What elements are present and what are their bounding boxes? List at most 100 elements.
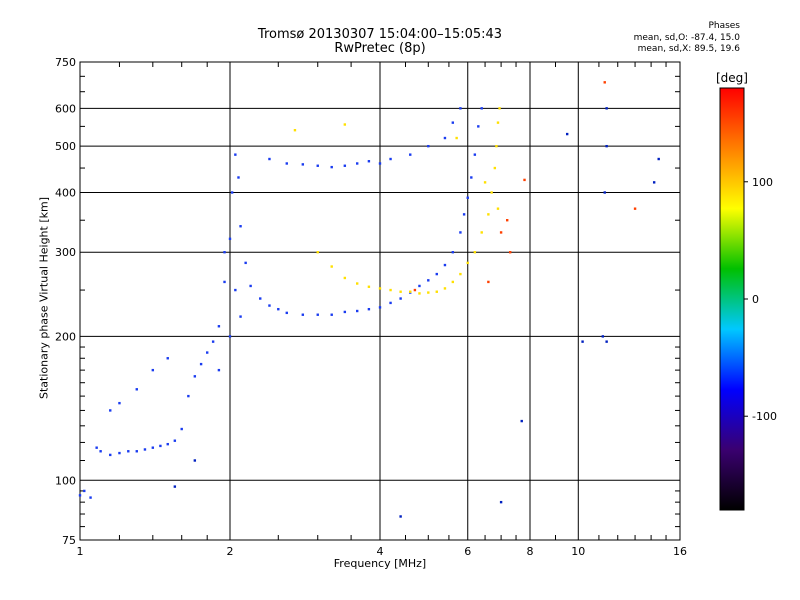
x-tick-label: 2 — [227, 545, 234, 558]
data-point-o — [451, 251, 455, 254]
data-point-other — [505, 219, 509, 222]
data-point-o — [166, 357, 169, 360]
data-point-o — [462, 213, 466, 216]
data-point-o — [234, 288, 237, 292]
data-point-x — [490, 191, 493, 194]
data-point-o — [187, 394, 190, 398]
data-point-o — [205, 351, 209, 354]
data-point-other — [413, 288, 417, 292]
data-point-x — [496, 121, 500, 124]
data-point-o — [399, 297, 402, 300]
data-point-o — [95, 446, 98, 449]
data-point-x — [455, 136, 458, 140]
y-tick-label: 100 — [55, 474, 76, 487]
data-point-o — [435, 272, 438, 276]
chart-title: Tromsø 20130307 15:04:00–15:05:43 — [257, 27, 503, 42]
data-point-o — [355, 309, 359, 313]
data-point-noise — [399, 515, 402, 518]
data-point-o — [217, 325, 221, 328]
data-point-o — [316, 164, 319, 167]
data-point-o — [193, 375, 197, 378]
data-point-o — [427, 144, 430, 148]
colorbar — [719, 87, 745, 511]
data-point-o — [301, 313, 305, 316]
x-tick-label: 6 — [464, 545, 471, 558]
data-point-x — [418, 292, 421, 295]
data-point-o — [330, 313, 333, 316]
data-point-x — [399, 290, 402, 293]
x-tick-label: 8 — [527, 545, 534, 558]
data-point-o — [199, 362, 203, 366]
data-point-o — [466, 196, 469, 199]
data-point-o — [89, 496, 92, 499]
data-point-o — [470, 176, 473, 179]
data-point-o — [330, 165, 333, 169]
data-point-o — [228, 237, 232, 241]
x-tick-label: 1 — [77, 545, 84, 558]
data-point-o — [180, 427, 183, 431]
data-point-o — [451, 121, 455, 124]
data-point-x — [483, 181, 487, 184]
data-point-o — [118, 451, 121, 455]
data-point-x — [427, 291, 430, 294]
y-tick-label: 400 — [55, 186, 76, 199]
data-point-o — [237, 176, 240, 179]
data-point-noise — [652, 181, 656, 184]
data-point-o — [378, 162, 382, 165]
phases-title: Phases — [708, 21, 740, 31]
data-point-noise — [581, 340, 584, 343]
data-point-o — [159, 444, 162, 448]
data-point-o — [230, 191, 234, 194]
data-point-x — [473, 251, 477, 254]
data-point-o — [277, 307, 280, 311]
data-point-noise — [193, 459, 197, 462]
data-point-o — [355, 162, 359, 165]
x-tick-label: 10 — [571, 545, 585, 558]
data-point-o — [217, 368, 221, 372]
data-point-o — [228, 335, 232, 338]
data-point-x — [493, 166, 497, 170]
data-point-o — [459, 107, 462, 110]
data-point-o — [285, 311, 288, 315]
data-point-x — [466, 261, 469, 265]
data-point-o — [343, 164, 347, 167]
data-point-noise — [565, 132, 569, 136]
data-point-x — [409, 290, 412, 293]
data-point-o — [118, 401, 121, 405]
data-point-noise — [173, 485, 177, 488]
data-point-o — [127, 450, 130, 453]
data-point-o — [234, 153, 237, 156]
data-point-o — [109, 409, 112, 412]
data-point-x — [495, 144, 498, 148]
data-point-o — [151, 446, 155, 449]
colorbar-tick-label: 0 — [752, 293, 759, 306]
data-point-o — [151, 368, 155, 372]
data-point-o — [143, 448, 147, 451]
data-point-x — [498, 107, 501, 110]
data-point-x — [451, 280, 455, 284]
data-point-noise — [499, 500, 503, 504]
data-point-other — [487, 280, 490, 284]
data-point-o — [477, 125, 480, 128]
data-point-o — [223, 251, 226, 254]
data-point-noise — [601, 335, 605, 338]
data-point-o — [378, 306, 382, 309]
y-tick-label: 300 — [55, 246, 76, 259]
data-point-x — [443, 287, 447, 290]
data-point-o — [83, 489, 86, 493]
data-point-o — [135, 450, 138, 453]
data-point-noise — [605, 107, 608, 110]
data-point-x — [293, 128, 297, 132]
data-point-o — [249, 284, 252, 288]
data-point-other — [523, 178, 526, 182]
data-point-x — [389, 288, 392, 292]
data-point-x — [355, 282, 359, 285]
data-point-o — [211, 340, 215, 343]
data-point-o — [244, 261, 247, 265]
chart-subtitle: RwPretec (8p) — [334, 41, 426, 56]
data-point-o — [268, 304, 271, 307]
data-point-o — [268, 157, 271, 161]
data-point-noise — [605, 340, 608, 343]
data-point-o — [99, 450, 102, 453]
